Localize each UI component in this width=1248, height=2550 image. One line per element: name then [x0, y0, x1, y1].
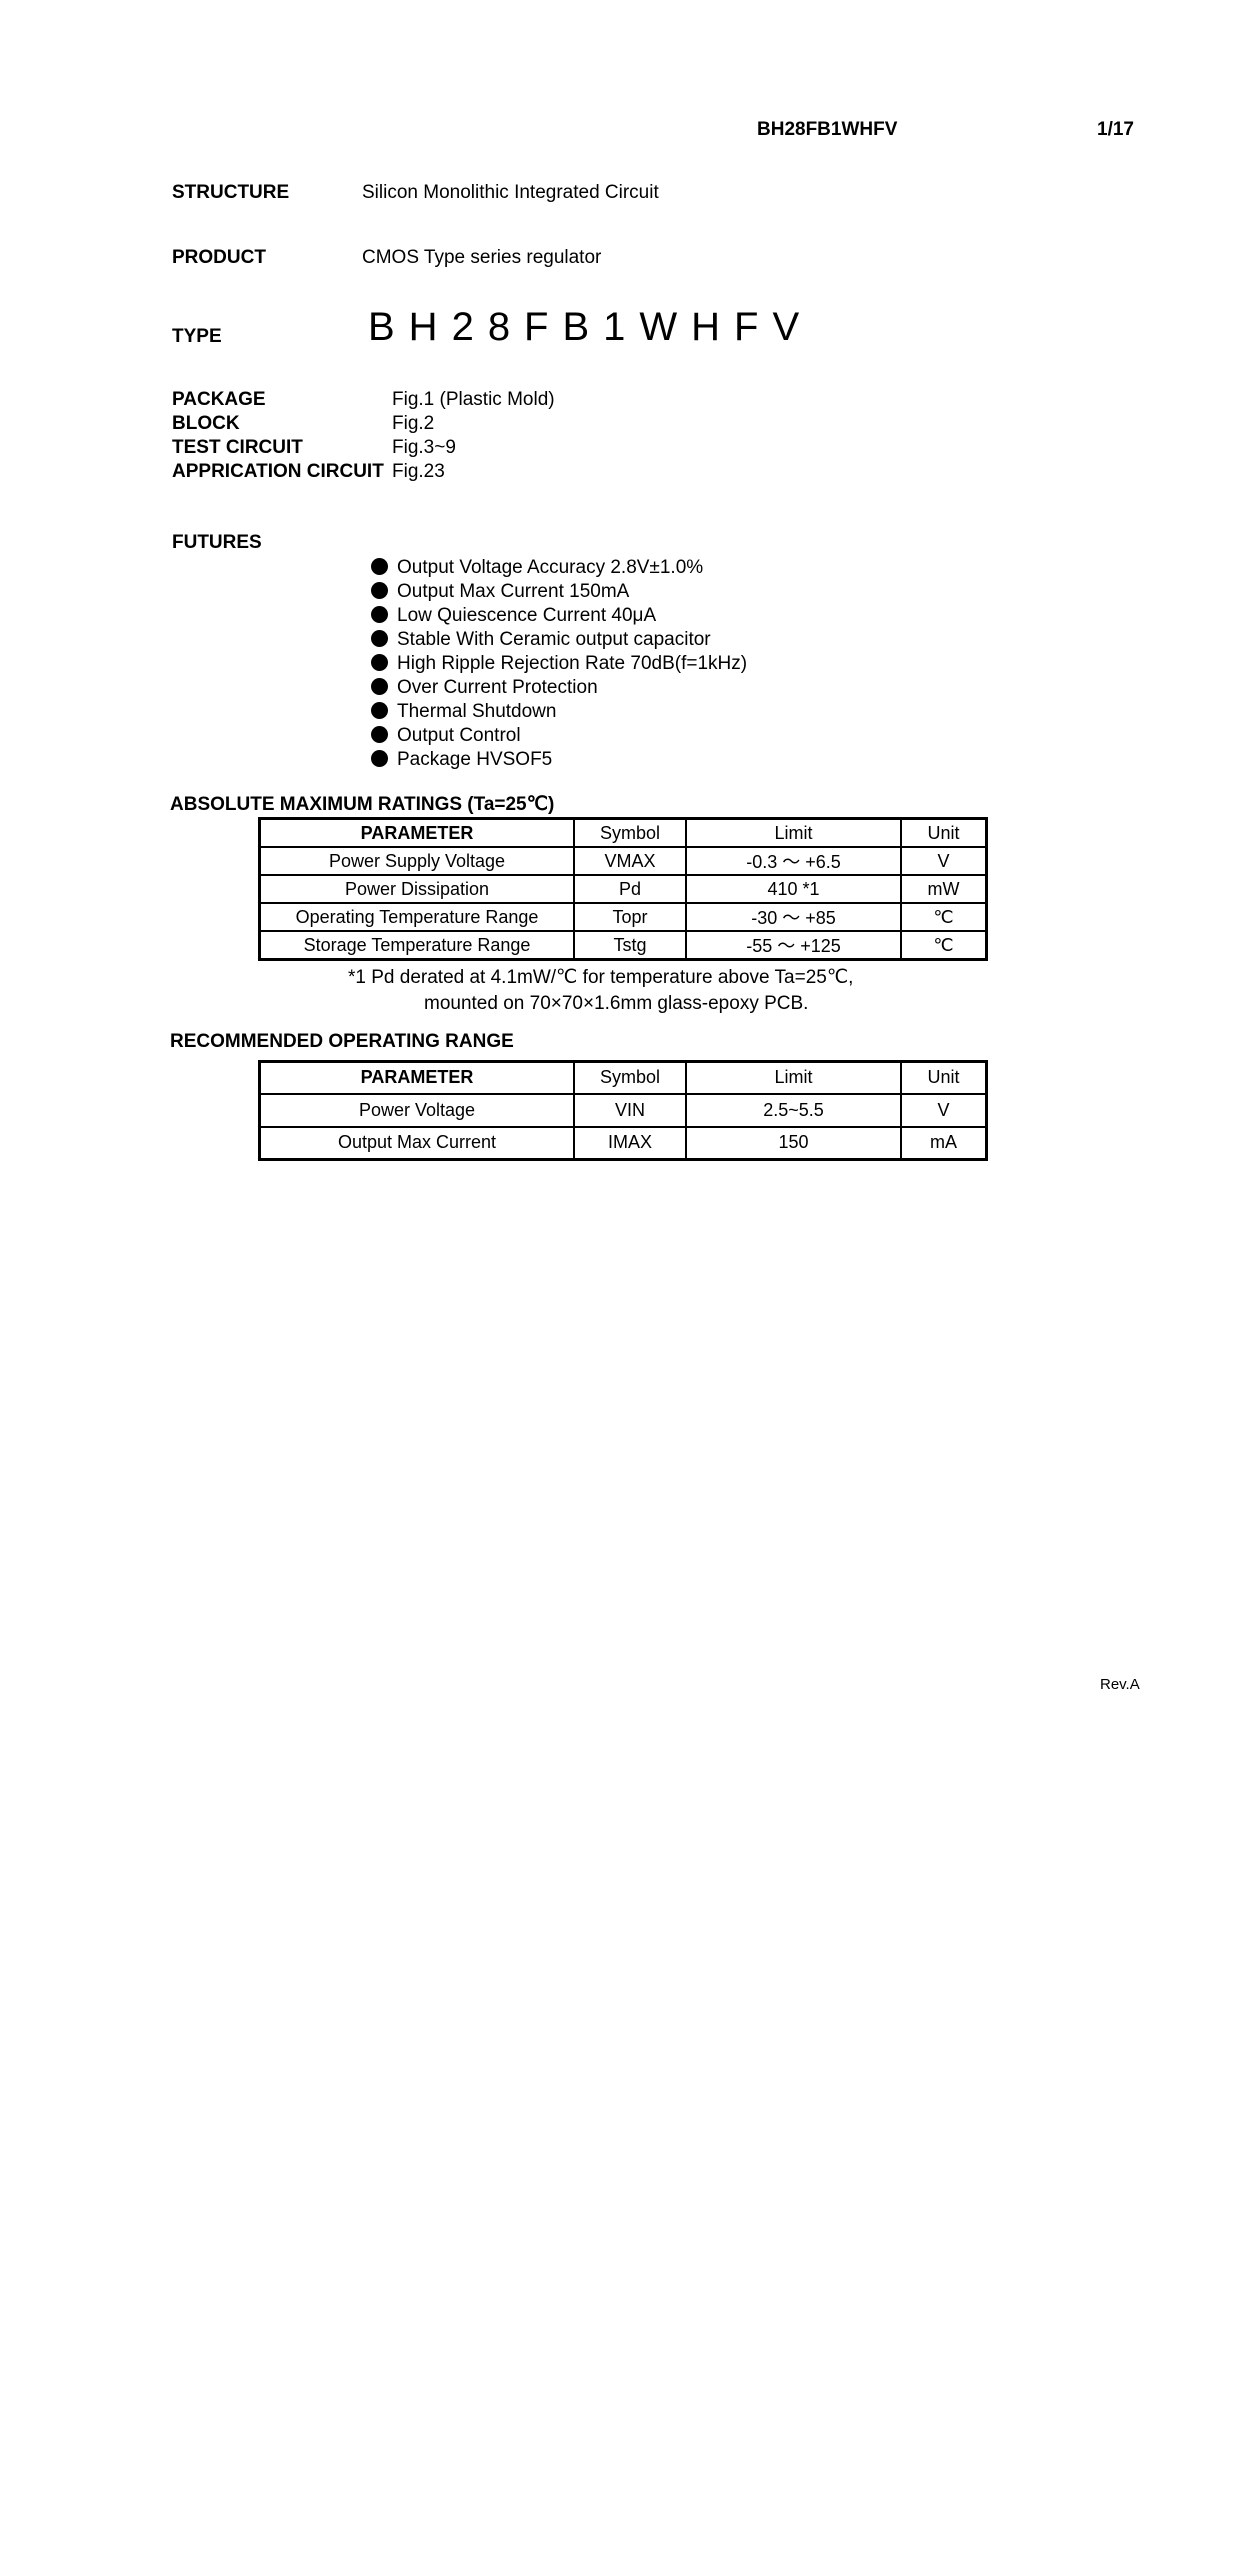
table-row: Power Dissipation Pd 410 *1 mW [258, 874, 988, 904]
table-header-row: PARAMETER Symbol Limit Unit [258, 817, 988, 848]
recommended-title: RECOMMENDED OPERATING RANGE [170, 1031, 514, 1052]
table-row: Output Max Current IMAX 150 mA [258, 1125, 988, 1161]
footnote-line-1: *1 Pd derated at 4.1mW/℃ for temperature… [348, 967, 854, 988]
product-value: CMOS Type series regulator [362, 247, 602, 268]
bullet-icon [371, 678, 388, 695]
header-cell: PARAMETER [258, 1060, 575, 1095]
bullet-icon [371, 654, 388, 671]
header-cell: Symbol [573, 817, 687, 848]
figure-value: Fig.23 [392, 461, 445, 482]
feature-text: Output Control [397, 725, 521, 746]
structure-label: STRUCTURE [172, 182, 290, 203]
feature-text: Low Quiescence Current 40μA [397, 605, 657, 626]
feature-text: Output Voltage Accuracy 2.8V±1.0% [397, 557, 704, 578]
list-item: Package HVSOF5 [371, 748, 747, 772]
cell: Tstg [573, 930, 687, 961]
header-cell: PARAMETER [258, 817, 575, 848]
cell: Operating Temperature Range [258, 902, 575, 932]
cell: VMAX [573, 846, 687, 876]
type-value: BH28FB1WHFV [368, 305, 814, 349]
cell: V [900, 1092, 988, 1128]
figure-label: APPRICATION CIRCUIT [172, 461, 384, 482]
cell: -0.3 ～ +6.5 [685, 846, 902, 876]
list-item: Over Current Protection [371, 676, 747, 700]
product-label: PRODUCT [172, 247, 266, 268]
table-row: Operating Temperature Range Topr -30 ～ +85… [258, 902, 988, 932]
bullet-icon [371, 630, 388, 647]
table-row: Storage Temperature Range Tstg -55 ～ +125 ℃ [258, 930, 988, 961]
bullet-icon [371, 558, 388, 575]
cell: Power Dissipation [258, 874, 575, 904]
header-cell: Limit [685, 817, 902, 848]
table-row: Power Voltage VIN 2.5~5.5 V [258, 1092, 988, 1128]
feature-text: High Ripple Rejection Rate 70dB(f=1kHz) [397, 653, 748, 674]
header-cell: Symbol [573, 1060, 687, 1095]
structure-value: Silicon Monolithic Integrated Circuit [362, 182, 659, 203]
cell: Power Supply Voltage [258, 846, 575, 876]
recommended-table: PARAMETER Symbol Limit Unit Power Voltag… [258, 1060, 988, 1161]
feature-text: Package HVSOF5 [397, 749, 553, 770]
document-id: BH28FB1WHFV [757, 119, 898, 140]
cell: 150 [685, 1125, 902, 1161]
list-item: Output Max Current 150mA [371, 580, 747, 604]
cell: ℃ [900, 902, 988, 932]
cell: ℃ [900, 930, 988, 961]
cell: V [900, 846, 988, 876]
figure-label: TEST CIRCUIT [172, 437, 303, 458]
bullet-icon [371, 750, 388, 767]
bullet-icon [371, 726, 388, 743]
list-item: Thermal Shutdown [371, 700, 747, 724]
cell: 410 *1 [685, 874, 902, 904]
figure-value: Fig.1 (Plastic Mold) [392, 389, 555, 410]
page-number: 1/17 [1097, 119, 1134, 140]
type-label: TYPE [172, 326, 222, 347]
cell: -30 ～ +85 [685, 902, 902, 932]
feature-text: Thermal Shutdown [397, 701, 557, 722]
cell: Output Max Current [258, 1125, 575, 1161]
cell: VIN [573, 1092, 687, 1128]
bullet-icon [371, 582, 388, 599]
abs-max-table: PARAMETER Symbol Limit Unit Power Supply… [258, 817, 988, 961]
list-item: Stable With Ceramic output capacitor [371, 628, 747, 652]
features-label: FUTURES [172, 532, 262, 553]
figure-value: Fig.2 [392, 413, 435, 434]
list-item: Low Quiescence Current 40μA [371, 604, 747, 628]
header-cell: Limit [685, 1060, 902, 1095]
cell: mW [900, 874, 988, 904]
abs-max-title: ABSOLUTE MAXIMUM RATINGS (Ta=25℃) [170, 794, 555, 815]
cell: IMAX [573, 1125, 687, 1161]
cell: -55 ～ +125 [685, 930, 902, 961]
feature-text: Over Current Protection [397, 677, 598, 698]
cell: Power Voltage [258, 1092, 575, 1128]
list-item: High Ripple Rejection Rate 70dB(f=1kHz) [371, 652, 747, 676]
cell: Pd [573, 874, 687, 904]
cell: Topr [573, 902, 687, 932]
footnote-line-2: mounted on 70×70×1.6mm glass-epoxy PCB. [424, 993, 809, 1014]
features-list: Output Voltage Accuracy 2.8V±1.0% Output… [371, 556, 747, 772]
figure-value: Fig.3~9 [392, 437, 456, 458]
cell: 2.5~5.5 [685, 1092, 902, 1128]
revision-label: Rev.A [1100, 1676, 1140, 1693]
list-item: Output Voltage Accuracy 2.8V±1.0% [371, 556, 747, 580]
table-row: Power Supply Voltage VMAX -0.3 ～ +6.5 V [258, 846, 988, 876]
table-header-row: PARAMETER Symbol Limit Unit [258, 1060, 988, 1095]
feature-text: Output Max Current 150mA [397, 581, 630, 602]
feature-text: Stable With Ceramic output capacitor [397, 629, 711, 650]
header-cell: Unit [900, 1060, 988, 1095]
cell: Storage Temperature Range [258, 930, 575, 961]
figure-label: BLOCK [172, 413, 240, 434]
header-cell: Unit [900, 817, 988, 848]
figure-label: PACKAGE [172, 389, 266, 410]
bullet-icon [371, 702, 388, 719]
cell: mA [900, 1125, 988, 1161]
bullet-icon [371, 606, 388, 623]
list-item: Output Control [371, 724, 747, 748]
